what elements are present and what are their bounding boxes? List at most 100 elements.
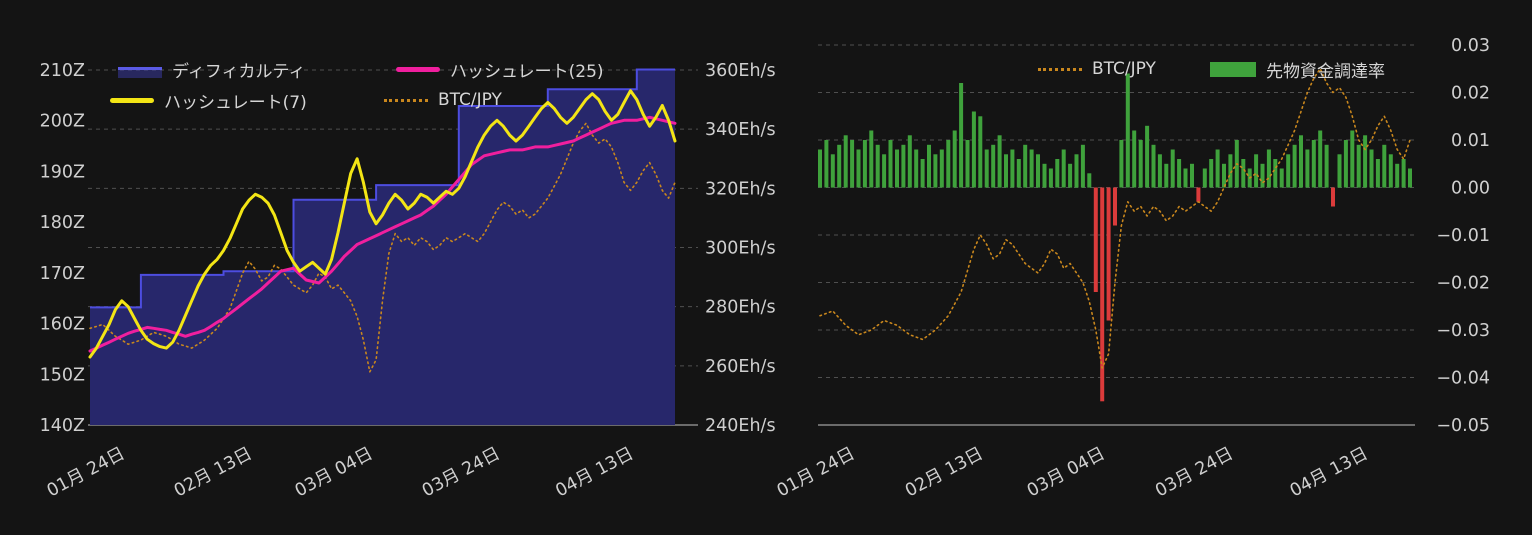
funding-rate-bar	[1337, 154, 1342, 188]
funding-rate-bar	[1151, 144, 1156, 188]
funding-rate-bar	[1395, 163, 1400, 188]
funding-rate-bar	[1331, 187, 1335, 207]
funding-rate-bar	[818, 149, 822, 188]
funding-rate-bar	[920, 159, 925, 188]
funding-rate-bar	[907, 135, 912, 188]
hashrate-y-tick-label: 340Eh/s	[705, 120, 776, 140]
funding-rate-bar	[869, 130, 874, 188]
funding-y-tick-label: −0.04	[1436, 369, 1490, 389]
left-y-tick-label: 150Z	[40, 365, 85, 385]
funding-rate-bar	[939, 149, 944, 188]
hashrate-y-tick-label: 240Eh/s	[705, 416, 776, 436]
hashrate-y-tick-label: 260Eh/s	[705, 357, 776, 377]
right-x-tick-label: 03月 04日	[1024, 444, 1109, 502]
funding-rate-bar	[1388, 154, 1393, 188]
left-y-tick-label: 140Z	[40, 416, 85, 436]
funding-rate-bar	[830, 154, 835, 188]
funding-rate-bar	[1369, 149, 1374, 188]
legend-item-difficulty[interactable]: ディフィカルティ	[118, 57, 305, 82]
left-y-tick-label: 180Z	[40, 213, 85, 233]
funding-rate-bar	[1164, 163, 1169, 188]
funding-rate-bar	[1087, 173, 1092, 188]
legend-item-btcjpy-right[interactable]: BTC/JPY	[1038, 57, 1156, 81]
legend-item-hashrate7[interactable]: ハッシュレート(7)	[110, 88, 307, 113]
funding-rate-bar	[1273, 159, 1278, 188]
btcjpy-line-left	[89, 122, 676, 373]
funding-rate-bar	[914, 149, 919, 188]
funding-rate-bar	[1100, 187, 1105, 402]
hashrate25-swatch-icon	[396, 66, 440, 72]
btcjpy-swatch-icon	[384, 98, 428, 102]
funding-rate-bar	[1318, 130, 1323, 188]
funding-y-tick-label: 0.03	[1451, 36, 1490, 56]
hashrate25-line	[88, 115, 677, 353]
funding-rate-bar	[952, 130, 957, 188]
funding-rate-bar	[946, 140, 951, 188]
left-y-tick-label: 200Z	[40, 112, 85, 132]
hashrate7-line	[88, 89, 677, 359]
funding-rate-bar	[1170, 149, 1175, 188]
funding-rate-bar	[1241, 159, 1246, 188]
funding-rate-bar	[882, 154, 887, 188]
funding-rate-bar	[1004, 154, 1008, 188]
funding-rate-bar	[1074, 154, 1079, 188]
funding-rate-bar	[1029, 149, 1034, 188]
funding-rate-bar	[1292, 144, 1297, 188]
hashrate7-swatch-icon	[110, 97, 154, 103]
funding-rate-bar	[1036, 154, 1040, 188]
legend-label-hashrate25: ハッシュレート(25)	[450, 61, 604, 82]
funding-rate-bar	[1209, 159, 1214, 188]
funding-rate-bar	[1106, 187, 1111, 321]
funding-rate-bar	[965, 140, 970, 188]
funding-rate-bar	[1260, 163, 1265, 188]
funding-y-tick-label: −0.02	[1436, 274, 1490, 294]
right-x-tick-label: 01月 24日	[774, 444, 859, 502]
hashrate-y-tick-label: 280Eh/s	[705, 298, 776, 318]
funding-rate-bar	[1190, 163, 1194, 188]
difficulty-area	[90, 69, 675, 425]
funding-rate-bar	[837, 144, 842, 188]
funding-rate-bar	[1177, 159, 1182, 188]
funding-rate-bar	[984, 149, 989, 188]
legend-label-btcjpy-right: BTC/JPY	[1092, 59, 1156, 79]
funding-y-tick-label: 0.01	[1451, 131, 1490, 151]
funding-rate-bar	[1375, 159, 1380, 188]
funding-rate-bar	[927, 144, 931, 188]
funding-rate-bar	[1215, 149, 1220, 188]
funding-rate-bar	[1023, 144, 1028, 188]
funding-rate-bar	[856, 149, 861, 188]
funding-rate-bar	[1286, 154, 1291, 188]
funding-rate-bar	[1356, 144, 1361, 188]
left-y-tick-label: 210Z	[40, 61, 85, 81]
legend-item-btcjpy-left[interactable]: BTC/JPY	[384, 88, 502, 112]
hashrate-y-tick-label: 300Eh/s	[705, 239, 776, 259]
legend-label-funding-rate: 先物資金調達率	[1266, 61, 1385, 82]
difficulty-swatch-icon	[118, 66, 162, 78]
legend-item-hashrate25[interactable]: ハッシュレート(25)	[396, 57, 604, 82]
funding-rate-bar	[1093, 187, 1098, 292]
left-y-tick-label: 190Z	[40, 162, 85, 182]
funding-y-tick-label: −0.01	[1436, 226, 1490, 246]
left-x-tick-label: 02月 13日	[171, 444, 256, 502]
funding-rate-bar	[1048, 168, 1053, 188]
left-x-tick-label: 03月 04日	[292, 444, 377, 502]
funding-rate-bar	[1157, 154, 1162, 188]
funding-rate-bar	[1408, 168, 1412, 188]
legend-label-btcjpy-left: BTC/JPY	[438, 90, 502, 110]
funding-rate-bar	[997, 135, 1002, 188]
difficulty-step-line	[90, 68, 675, 309]
funding-rate-swatch-icon	[1210, 61, 1256, 77]
btcjpy-line-right	[819, 67, 1411, 369]
funding-rate-bar	[1068, 163, 1073, 188]
legend-item-funding-rate[interactable]: 先物資金調達率	[1210, 57, 1385, 82]
funding-rate-bar	[862, 140, 867, 188]
funding-rate-bar	[971, 111, 976, 188]
funding-rate-bar	[1324, 144, 1329, 188]
right-x-tick-label: 02月 13日	[902, 444, 987, 502]
funding-rate-bar	[888, 140, 893, 188]
funding-rate-bar	[824, 140, 829, 188]
funding-y-tick-label: 0.00	[1451, 179, 1490, 199]
funding-rate-bar	[1132, 130, 1137, 188]
left-x-tick-label: 04月 13日	[553, 444, 638, 502]
